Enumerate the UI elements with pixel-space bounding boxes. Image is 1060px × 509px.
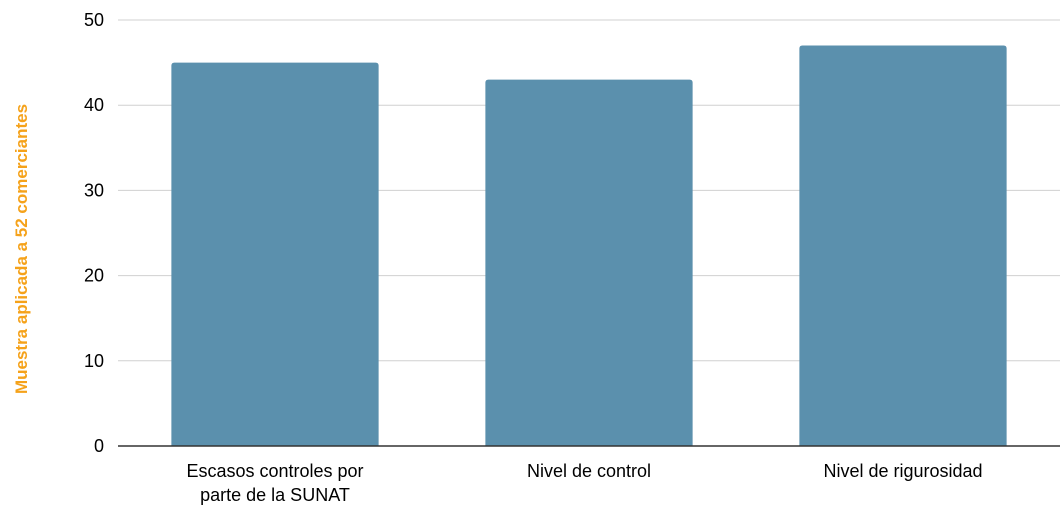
y-axis-label: Muestra aplicada a 52 comerciantes <box>12 104 31 394</box>
y-tick-label: 10 <box>84 351 104 371</box>
x-category-label: Escasos controles por parte de la SUNAT <box>186 461 363 505</box>
y-tick-label: 30 <box>84 180 104 200</box>
bar <box>799 45 1007 447</box>
bar <box>171 62 379 446</box>
x-category-label: Nivel de rigurosidad <box>823 461 982 481</box>
y-tick-label: 40 <box>84 95 104 115</box>
x-axis-labels: Escasos controles por parte de la SUNAT Ni… <box>186 461 982 505</box>
bars <box>171 45 1007 447</box>
y-tick-label: 50 <box>84 10 104 30</box>
y-tick-label: 0 <box>94 436 104 456</box>
y-tick-label: 20 <box>84 266 104 286</box>
x-category-label: Nivel de control <box>527 461 651 481</box>
bar <box>485 79 693 446</box>
y-axis-ticks: 0 10 20 30 40 50 <box>84 10 104 456</box>
